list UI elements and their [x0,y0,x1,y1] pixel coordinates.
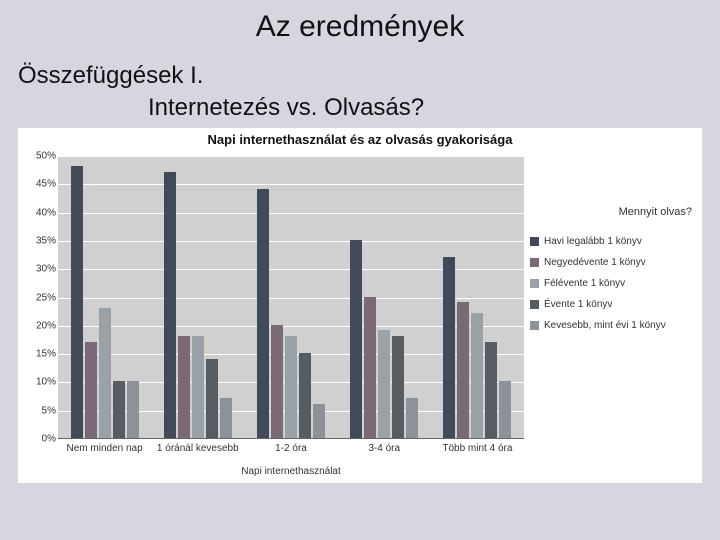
bar-group [443,257,511,438]
bar [71,166,83,438]
legend-label: Havi legalább 1 könyv [544,236,642,247]
bar [378,330,390,438]
y-tick-label: 25% [24,292,56,303]
bar [113,381,125,438]
bar [164,172,176,438]
subtitle-2: Internetezés vs. Olvasás? [148,94,702,122]
legend-swatch [530,279,539,288]
legend-item: Negyedévente 1 könyv [530,257,696,268]
y-tick-label: 30% [24,264,56,275]
chart-container: Napi internethasználat és az olvasás gya… [18,128,702,483]
y-tick-label: 10% [24,377,56,388]
x-tick-label: 3-4 óra [339,443,429,454]
bar [299,353,311,438]
chart-title: Napi internethasználat és az olvasás gya… [18,128,702,147]
x-axis-labels: Napi internethasználat Nem minden nap1 ó… [58,441,524,479]
subtitle-1: Összefüggések I. [18,62,702,90]
legend-label: Évente 1 könyv [544,299,612,310]
bar [285,336,297,438]
y-tick-label: 35% [24,235,56,246]
legend-label: Negyedévente 1 könyv [544,257,646,268]
y-tick-label: 15% [24,349,56,360]
x-tick-label: 1-2 óra [246,443,336,454]
plot-area [58,156,524,439]
bar [457,302,469,438]
bar-group [71,166,139,438]
bar [364,297,376,439]
bar [220,398,232,438]
bar-group [164,172,232,438]
bar [392,336,404,438]
slide-root: Az eredmények Összefüggések I. Internete… [0,0,720,540]
legend-item: Félévente 1 könyv [530,278,696,289]
y-tick-label: 50% [24,151,56,162]
bar [99,308,111,438]
bar [313,404,325,438]
legend-title: Mennyit olvas? [530,206,696,218]
bar [206,359,218,438]
bar [485,342,497,438]
gridline [58,156,524,157]
bar [350,240,362,438]
bar-group [350,240,418,438]
bar [127,381,139,438]
legend-swatch [530,321,539,330]
y-tick-label: 20% [24,320,56,331]
legend-swatch [530,258,539,267]
bar [192,336,204,438]
x-tick-label: Nem minden nap [60,443,150,454]
bar [271,325,283,438]
legend-swatch [530,237,539,246]
bar [85,342,97,438]
legend-item: Kevesebb, mint évi 1 könyv [530,320,696,331]
bar [471,313,483,438]
legend-item: Évente 1 könyv [530,299,696,310]
bar-group [257,189,325,438]
bar [499,381,511,438]
legend-item: Havi legalább 1 könyv [530,236,696,247]
x-axis-title: Napi internethasználat [241,466,341,477]
bar [443,257,455,438]
y-tick-label: 0% [24,434,56,445]
page-title: Az eredmények [18,10,702,44]
bar [257,189,269,438]
x-tick-label: 1 óránál kevesebb [153,443,243,454]
y-tick-label: 45% [24,179,56,190]
legend-label: Félévente 1 könyv [544,278,625,289]
legend-label: Kevesebb, mint évi 1 könyv [544,320,666,331]
legend-swatch [530,300,539,309]
bar [178,336,190,438]
x-tick-label: Több mint 4 óra [432,443,522,454]
y-tick-label: 5% [24,405,56,416]
bar [406,398,418,438]
legend: Mennyit olvas? Havi legalább 1 könyv Negy… [530,206,696,341]
y-tick-label: 40% [24,207,56,218]
